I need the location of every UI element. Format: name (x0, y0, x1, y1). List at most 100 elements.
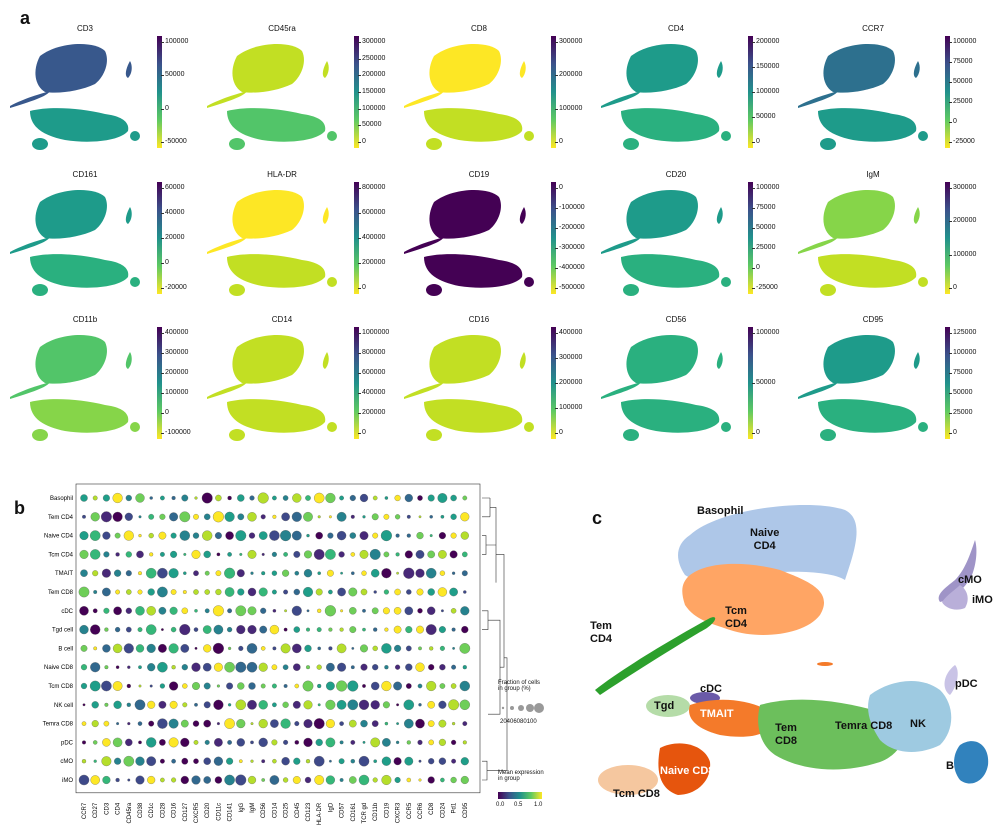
dot-plot-col-label: CD1c (149, 803, 155, 818)
dot-plot-dot (148, 532, 154, 539)
dot-plot-dot (460, 775, 469, 785)
dot-plot-dot (170, 550, 178, 558)
dot-plot-dot (149, 496, 153, 500)
dot-plot-dot (149, 552, 154, 557)
dot-plot-dot (349, 607, 357, 615)
colorbar-tick: 400000 (357, 389, 386, 396)
dot-plot-dot (203, 776, 211, 784)
dot-plot-dot (102, 587, 111, 597)
dot-plot-dot (170, 626, 177, 633)
dot-plot-col-label: Pd1 (452, 802, 458, 813)
dot-plot-col-label: CD11c (216, 803, 222, 821)
dot-plot-dot (280, 643, 291, 654)
dot-plot-dot (427, 701, 435, 709)
colorbar-tick: 0 (949, 429, 957, 436)
colorbar-tick: 800000 (357, 184, 386, 191)
colorbar-tick: 200000 (948, 217, 977, 225)
dot-plot-dot (428, 758, 435, 765)
dot-plot-row-label: Tcm CD4 (48, 552, 73, 558)
dot-plot-dot (451, 739, 457, 745)
dot-plot-dot (304, 550, 312, 559)
dot-plot-row-label: cDC (61, 609, 73, 615)
dot-plot-dot (92, 570, 99, 577)
dot-plot-dot (125, 494, 132, 502)
dot-plot-dot (159, 513, 166, 520)
color-legend-title: Mean expression in group (498, 770, 544, 782)
dot-plot-dot (258, 531, 268, 540)
dot-plot-dot (440, 609, 444, 613)
dot-plot-dot (227, 608, 232, 614)
colorbar (551, 182, 556, 294)
dot-plot-dot (325, 549, 336, 560)
dot-plot-dot (360, 719, 368, 728)
dot-plot-dot (180, 644, 190, 653)
dot-plot-dot (451, 664, 457, 670)
dot-plot-dot (213, 756, 223, 766)
dot-plot-dot (283, 739, 289, 745)
dot-plot-dot (236, 569, 245, 578)
dot-plot-dot (339, 627, 344, 632)
dot-plot-dot (261, 759, 266, 764)
dot-plot-dot (426, 680, 437, 692)
dot-plot-dot (427, 588, 435, 596)
dot-plot-dot (384, 627, 389, 632)
dot-plot-dot (194, 647, 198, 650)
umap-shape (10, 335, 140, 441)
dot-plot-dot (382, 701, 390, 709)
dot-plot-row-label: Basophil (50, 496, 73, 502)
colorbar-tick: 100000 (160, 389, 189, 396)
dot-plot-dot (135, 756, 145, 766)
dot-plot-dot (224, 587, 235, 597)
dot-plot-dot (350, 740, 356, 745)
dot-plot-dot (373, 759, 377, 763)
dot-plot-dot (224, 567, 236, 579)
dot-plot-dot (82, 514, 86, 519)
dot-plot-col-label: CD11b (373, 802, 379, 821)
dot-plot-dot (417, 608, 423, 614)
dot-plot-dot (271, 589, 277, 595)
label-cmo: cMO (958, 574, 982, 586)
dot-plot-dot (160, 495, 165, 501)
label-naive-cd8: Naive CD8 (660, 765, 715, 777)
dot-plot-dot (181, 607, 189, 615)
colorbar-tick: 200000 (751, 38, 780, 45)
dot-plot-dot (294, 740, 299, 745)
dot-plot-dot (92, 608, 98, 614)
dot-plot-col-label: CD56 (261, 802, 267, 818)
umap-feature-title: CCR7 (862, 24, 884, 33)
colorbar-tick: -20000 (161, 284, 187, 291)
label-naive-cd4: Naive CD4 (750, 527, 780, 552)
color-legend-tick-2: 1.0 (534, 802, 543, 808)
dot-plot-dot (114, 569, 122, 577)
umap-feature-title: CD3 (76, 24, 93, 33)
label-nk: NK (910, 718, 926, 730)
dot-plot-dot (381, 680, 392, 692)
colorbar-tick: 50000 (751, 224, 776, 231)
dot-plot-dot (80, 645, 88, 652)
colorbar-tick: 100000 (948, 250, 977, 258)
dot-plot-dot (202, 530, 213, 541)
dot-plot-dot (395, 552, 400, 557)
dot-plot-dot (90, 512, 100, 522)
cluster-nk (868, 680, 952, 752)
dot-plot-dot (415, 662, 425, 672)
dot-plot-dot (215, 570, 222, 577)
dot-plot-dot (203, 757, 211, 765)
cluster-tem-cd8 (758, 699, 903, 770)
dot-plot-dot (460, 512, 470, 522)
dot-plot-dot (237, 513, 245, 521)
dot-plot-dot (405, 663, 413, 671)
dot-plot-dot (416, 625, 424, 634)
dot-plot-dot (148, 720, 155, 727)
umap-shape (798, 335, 928, 441)
colorbar-tick: 60000 (160, 184, 185, 191)
umap-feature-plot: CD8 300000 200000 100000 0 (404, 24, 594, 159)
dot-plot-dot (305, 495, 311, 501)
dot-plot-dot (384, 721, 389, 726)
dot-plot-dot (124, 512, 133, 521)
colorbar-tick: 25000 (751, 244, 776, 251)
dot-plot-dot (170, 532, 177, 539)
dot-plot-col-label: HLA-DR (317, 802, 323, 825)
dot-plot-dot (350, 514, 355, 519)
dot-plot-dot (372, 495, 378, 501)
